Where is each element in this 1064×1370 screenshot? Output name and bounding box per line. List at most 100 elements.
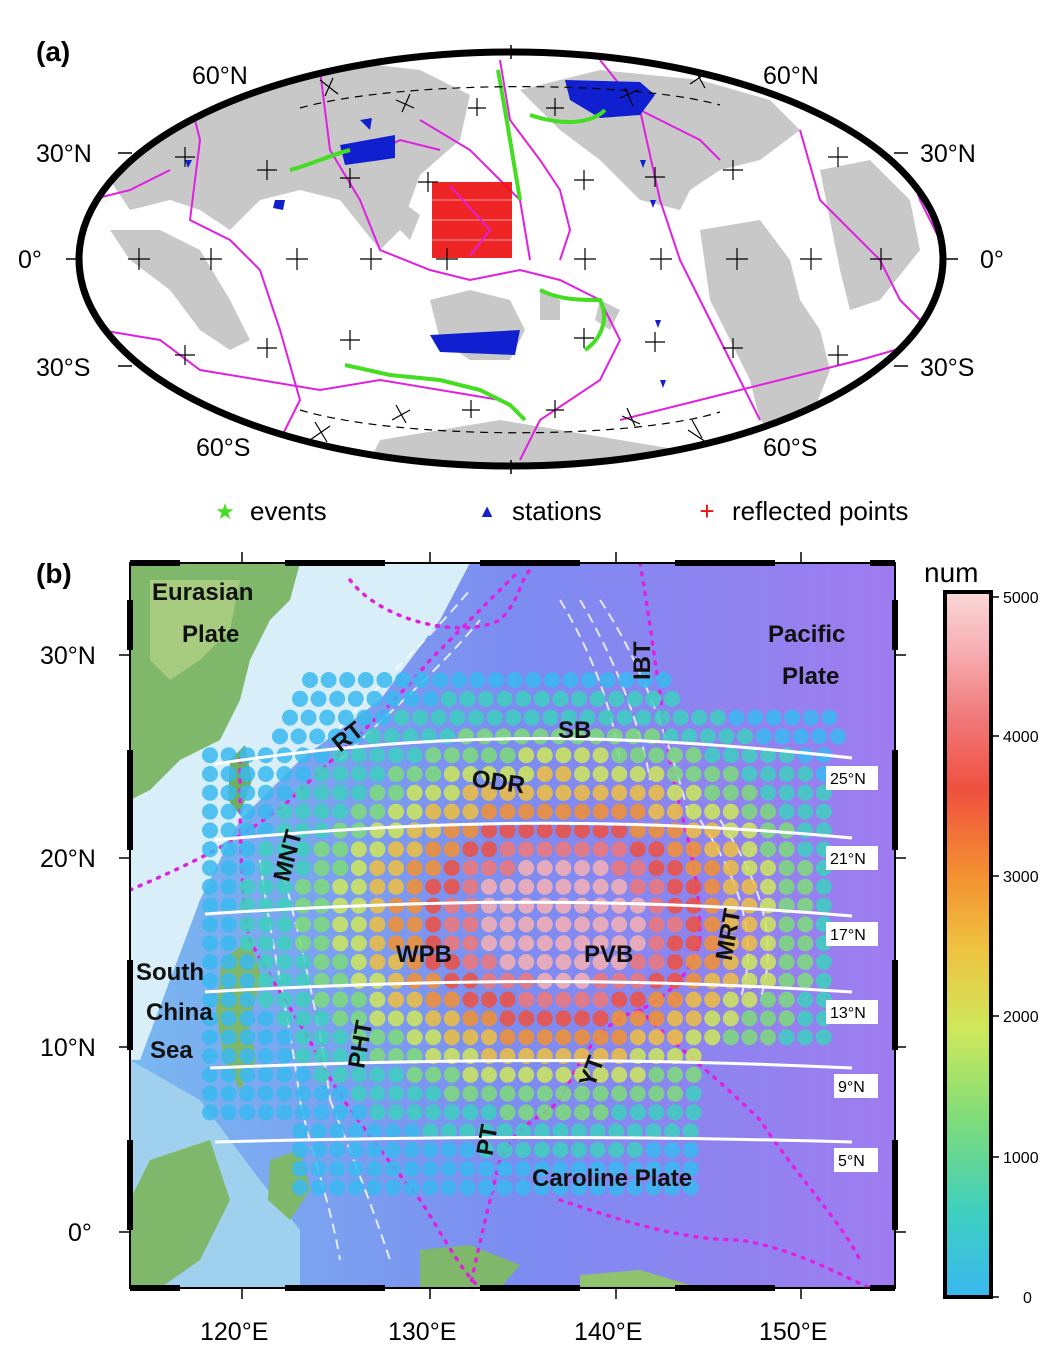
density-dot — [555, 841, 572, 858]
density-dot — [685, 1048, 702, 1064]
density-dot — [722, 916, 739, 933]
density-dot — [765, 709, 782, 726]
density-dot — [425, 972, 442, 989]
density-dot — [574, 1104, 590, 1121]
density-dot — [561, 709, 577, 726]
density-dot — [443, 1104, 460, 1121]
density-dot — [552, 1179, 569, 1196]
density-dot — [574, 1029, 590, 1046]
density-dot — [518, 991, 535, 1008]
density-dot — [499, 747, 516, 764]
density-dot — [295, 1085, 311, 1102]
density-dot — [499, 860, 516, 876]
density-dot — [422, 1160, 439, 1177]
density-dot — [682, 1142, 699, 1158]
density-dot — [555, 1066, 572, 1083]
density-dot — [440, 690, 457, 707]
density-dot — [425, 954, 442, 970]
density-dot — [774, 728, 791, 745]
density-dot — [704, 1029, 721, 1046]
density-dot — [802, 709, 819, 726]
density-dot — [555, 784, 572, 801]
lat-label-eq-left: 0° — [18, 246, 42, 274]
density-dot — [685, 803, 702, 820]
density-dot — [350, 1029, 367, 1046]
density-dot — [388, 1048, 404, 1064]
density-dot — [406, 803, 423, 820]
density-dot — [664, 690, 680, 707]
density-dot — [459, 1179, 476, 1196]
density-dot — [611, 1029, 628, 1046]
density-dot — [403, 1160, 420, 1177]
density-dot — [425, 935, 442, 952]
density-dot — [239, 766, 256, 782]
label-ibt: IBT — [629, 641, 656, 680]
density-dot — [592, 1066, 609, 1083]
density-dot — [518, 784, 535, 801]
density-dot — [239, 1104, 256, 1121]
density-dot — [797, 991, 814, 1008]
density-dot — [815, 878, 832, 895]
density-dot — [313, 935, 330, 952]
density-dot — [350, 784, 367, 801]
density-dot — [760, 991, 776, 1008]
density-dot — [645, 1142, 662, 1158]
density-dot — [313, 897, 330, 914]
density-dot — [629, 747, 646, 764]
density-dot — [440, 1142, 457, 1158]
density-dot — [310, 1142, 327, 1158]
density-dot — [425, 916, 442, 933]
density-dot — [518, 935, 535, 952]
density-dot — [797, 841, 814, 858]
density-dot — [778, 991, 795, 1008]
density-dot — [295, 860, 311, 876]
cb-tick-0: 0 — [1023, 1290, 1032, 1307]
density-dot — [533, 1142, 550, 1158]
label-pacific-plate: Plate — [782, 663, 839, 690]
lat-label-60s-right: 60°S — [763, 434, 818, 462]
density-dot — [425, 1029, 442, 1046]
density-dot — [202, 954, 218, 970]
density-dot — [685, 916, 702, 933]
density-dot — [513, 728, 530, 745]
density-dot — [608, 1123, 625, 1140]
density-dot — [592, 803, 609, 820]
colorbar — [943, 590, 993, 1299]
density-dot — [257, 972, 274, 989]
density-dot — [667, 1029, 683, 1046]
density-dot — [276, 1085, 293, 1102]
density-dot — [369, 916, 386, 933]
density-dot — [369, 1085, 386, 1102]
density-dot — [685, 1085, 702, 1102]
density-dot — [468, 709, 484, 726]
density-dot — [295, 841, 311, 858]
density-dot — [722, 784, 739, 801]
density-dot — [704, 935, 721, 952]
density-dot — [406, 841, 423, 858]
density-dot — [741, 860, 758, 876]
density-dot — [608, 1179, 625, 1196]
label-pvb: PVB — [584, 941, 633, 968]
density-dot — [592, 860, 609, 876]
density-dot — [815, 954, 832, 970]
density-dot — [635, 709, 652, 726]
legend-stations: ▲ stations — [472, 496, 602, 527]
density-dot — [292, 1123, 308, 1140]
density-dot — [350, 935, 367, 952]
density-dot — [202, 878, 218, 895]
density-dot — [239, 954, 256, 970]
density-dot — [515, 690, 532, 707]
density-dot — [667, 878, 683, 895]
density-dot — [555, 822, 572, 839]
density-dot — [459, 1160, 476, 1177]
graticule-crosses — [128, 69, 892, 443]
density-dot — [369, 954, 386, 970]
density-dot — [350, 803, 367, 820]
density-dot — [220, 766, 237, 782]
density-dot — [443, 935, 460, 952]
density-dot — [422, 690, 439, 707]
density-dot — [533, 1123, 550, 1140]
density-dot — [592, 1104, 609, 1121]
density-dot — [536, 935, 553, 952]
density-dot — [518, 916, 535, 933]
